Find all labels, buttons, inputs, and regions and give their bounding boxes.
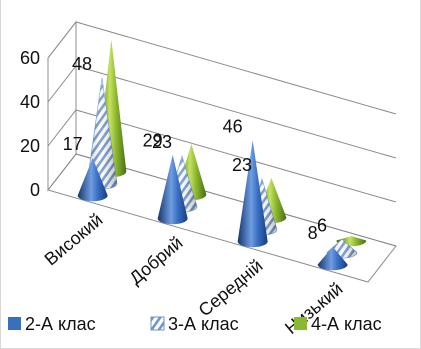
y-tick-label: 20 — [20, 136, 40, 156]
cone-body — [157, 154, 188, 225]
cone-0-0 — [77, 158, 108, 202]
gridline — [47, 153, 397, 247]
cone-shade — [87, 77, 117, 190]
legend-swatch — [150, 316, 165, 331]
cone-body — [237, 140, 268, 248]
y-tick-label: 60 — [20, 48, 40, 68]
data-label: 8 — [308, 223, 318, 243]
side-wall — [47, 20, 77, 192]
cone-0-3 — [317, 246, 348, 271]
legend-label: 4-А клас — [311, 314, 382, 334]
category-label: Високий — [41, 210, 107, 270]
cone-series — [77, 39, 367, 271]
category-label: Середній — [195, 256, 267, 321]
legend-label: 2-А клас — [25, 314, 96, 334]
gridline — [47, 65, 397, 159]
legend-label: 3-А клас — [168, 314, 239, 334]
legend-item: 4-А клас — [294, 314, 382, 334]
gridline — [47, 21, 397, 115]
data-label: 29 — [143, 131, 163, 151]
cone-0-1 — [157, 154, 188, 225]
legend-swatch — [294, 317, 307, 330]
y-tick-label: 0 — [30, 180, 40, 200]
legend: 2-А клас 3-А клас 4-А клас — [8, 314, 382, 334]
cone-0-2 — [237, 140, 268, 248]
data-label: 48 — [72, 54, 92, 74]
data-label: 17 — [63, 134, 83, 154]
category-label: Добрий — [126, 233, 187, 289]
data-label: 46 — [223, 116, 243, 136]
y-axis: 0 20 40 60 — [20, 48, 40, 200]
y-tick-label: 40 — [20, 92, 40, 112]
gridline — [47, 109, 397, 203]
legend-swatch — [8, 317, 21, 330]
legend-item: 2-А клас — [8, 314, 96, 334]
cone-body — [77, 158, 108, 202]
data-label: 23 — [232, 155, 252, 175]
legend-item: 3-А клас — [150, 314, 239, 334]
gridlines — [47, 21, 397, 247]
data-label: 6 — [317, 215, 327, 235]
data-label: 23 — [152, 132, 172, 152]
cone-body — [317, 246, 348, 271]
